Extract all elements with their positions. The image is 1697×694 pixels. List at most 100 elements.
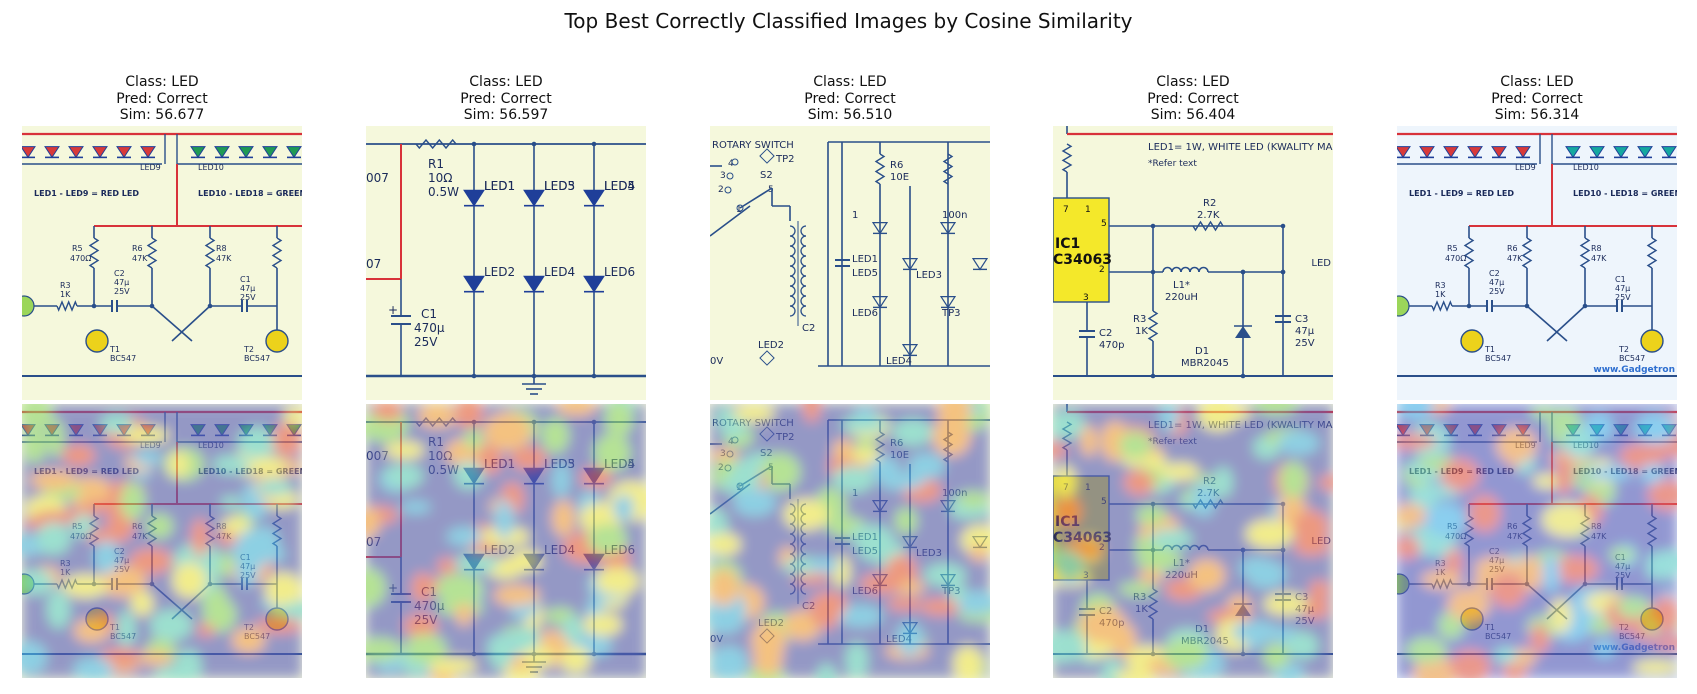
original-image: ROTARY SWITCH TP2 S2 4 3 2 1 5 C2 LED1 LED5 R6 10E 1 L…	[710, 126, 990, 400]
heatmap-blob	[489, 634, 515, 670]
led-symbol	[214, 146, 230, 159]
heatmap-blob	[411, 572, 433, 603]
heatmap-blob	[197, 623, 216, 637]
heatmap-blob	[400, 501, 431, 514]
led-symbol	[1467, 146, 1483, 159]
diode	[1235, 326, 1251, 338]
schematic-label: 220uH	[1165, 292, 1198, 303]
heatmap-blob	[710, 646, 748, 678]
heatmap-blob	[435, 573, 483, 606]
transformer-coil	[800, 265, 807, 277]
class-label: Class: LED	[1156, 74, 1230, 90]
ic-chip	[1053, 197, 1110, 303]
heatmap-blob	[283, 407, 302, 425]
heatmap-blob	[710, 448, 740, 462]
led-symbol	[92, 146, 108, 159]
schematic-label: 47K	[1507, 254, 1523, 263]
schematic-label: LED4	[544, 265, 575, 279]
led-symbol	[583, 275, 605, 293]
led-symbol	[1397, 146, 1411, 159]
circuit-schematic: LED1= 1W, WHITE LED (KWALITY MA *Refer te…	[1053, 126, 1333, 379]
schematic-label: R5	[72, 244, 83, 253]
heatmap-blob	[837, 605, 883, 627]
heatmap-blob	[792, 571, 831, 585]
heatmap-blob	[908, 453, 945, 479]
heatmap-blob	[238, 427, 276, 459]
heatmap-blob	[832, 465, 875, 492]
led-symbol	[116, 146, 132, 159]
heatmap-blob	[1055, 497, 1081, 525]
resistor	[1061, 143, 1073, 173]
heatmap-blob	[1162, 637, 1209, 671]
heatmap-blob	[1118, 431, 1152, 459]
panel-caption: Class: LED Pred: Correct Sim: 56.510	[710, 74, 990, 124]
schematic-label: LED3	[916, 270, 942, 281]
schematic-label: IC1	[1055, 236, 1080, 252]
heatmap-blob	[1397, 535, 1421, 560]
led-symbol	[238, 146, 254, 159]
heatmap-blob	[1192, 481, 1216, 517]
heatmap-blob	[1542, 502, 1590, 537]
heatmap-blob	[1641, 464, 1665, 484]
wire	[1546, 305, 1586, 342]
heatmap-blob	[62, 444, 95, 466]
led-symbol	[1515, 146, 1531, 159]
heatmap-blob	[1080, 606, 1127, 644]
original-image: LED9 LED10 LED1 - LED9 = RED LED LED10 - LE…	[22, 126, 302, 400]
schematic-label: LED1	[484, 179, 515, 193]
led-symbol	[1565, 146, 1581, 159]
schematic-label: 2	[1099, 265, 1105, 275]
heatmap-blob	[832, 439, 855, 461]
heatmap-blob	[710, 533, 741, 556]
heatmap-blob	[809, 592, 842, 629]
heatmap-blob	[1397, 503, 1427, 528]
heatmap-blob	[132, 450, 162, 466]
heatmap-blob	[235, 546, 260, 587]
heatmap-blob	[878, 472, 926, 490]
circuit-schematic: ROTARY SWITCHTP2S243215C2LED1LED5R610E1L…	[710, 140, 990, 367]
heatmap-blob	[1053, 443, 1068, 458]
heatmap-blob	[256, 478, 292, 497]
heatmap-blob	[803, 404, 821, 423]
heatmap-blob	[1300, 597, 1330, 619]
heatmap-blob	[1053, 631, 1087, 663]
result-column: Class: LED Pred: Correct Sim: 56.597 007 R1 1…	[366, 0, 646, 694]
schematic-label: 10E	[890, 172, 909, 183]
original-image: LED1= 1W, WHITE LED (KWALITY MA *Refer te…	[1053, 126, 1333, 400]
schematic-label: BC547	[1485, 354, 1511, 363]
transformer-coil	[789, 295, 796, 307]
heatmap-blob	[1444, 547, 1463, 577]
schematic-label: T2	[1618, 345, 1629, 354]
heatmap-overlay	[710, 404, 990, 678]
schematic-label: T1	[109, 345, 120, 354]
schematic-label: LED1	[852, 254, 878, 265]
heatmap-blob	[953, 645, 983, 678]
pred-label: Pred: Correct	[116, 90, 208, 107]
pred-label: Pred: Correct	[1147, 90, 1239, 107]
heatmap-blob	[476, 444, 503, 475]
schematic-label: S2	[760, 170, 773, 181]
inductor	[1198, 266, 1209, 273]
panel-caption: Class: LED Pred: Correct Sim: 56.314	[1397, 74, 1677, 124]
schematic-label: LED5	[604, 179, 635, 193]
heatmap-blob	[1113, 669, 1156, 678]
schematic-label: 1K	[60, 290, 71, 299]
heatmap-blob	[22, 569, 54, 595]
transformer-coil	[789, 235, 796, 247]
heatmap-blob	[146, 514, 173, 538]
heatmap-blob	[1552, 555, 1599, 583]
schematic-label: LED	[1311, 258, 1331, 269]
heatmap-blob	[1651, 637, 1677, 650]
heatmap-blob	[1253, 404, 1298, 415]
led-symbol	[523, 275, 545, 293]
schematic-label: R2	[1203, 198, 1216, 209]
heatmap-blob	[117, 610, 136, 647]
schematic-label: 25V	[1489, 287, 1505, 296]
led-symbol	[22, 146, 36, 159]
heatmap-blob	[1080, 425, 1098, 457]
circuit-schematic: ROTARY SWITCHTP2S243215C2LED1LED5R610E1L…	[710, 404, 990, 678]
schematic-label: C2	[1099, 328, 1112, 339]
sim-label: Sim: 56.404	[1150, 107, 1236, 123]
schematic-label: LED10	[1573, 163, 1599, 172]
